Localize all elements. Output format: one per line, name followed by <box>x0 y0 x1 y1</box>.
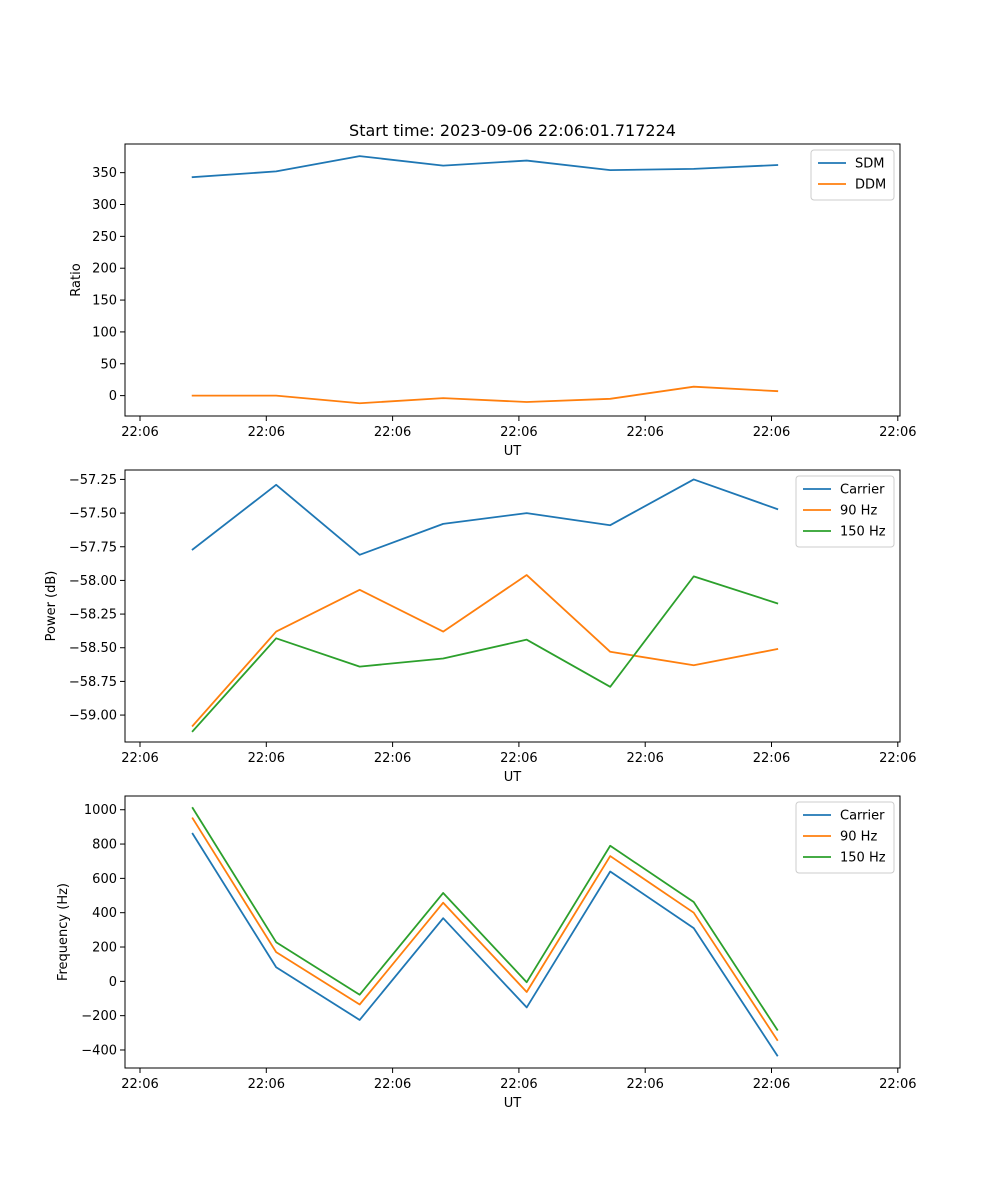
x-tick-label: 22:06 <box>248 751 285 766</box>
y-tick-label: 300 <box>92 198 117 213</box>
series-line-90-hz <box>191 574 779 728</box>
subplot-2: 22:0622:0622:0622:0622:0622:0622:0622:07… <box>44 469 917 785</box>
legend-entry-90-hz: 90 Hz <box>840 504 877 519</box>
y-axis-label: Ratio <box>69 263 84 296</box>
x-tick-label: 22:06 <box>121 1077 158 1092</box>
series-line-carrier <box>191 478 779 556</box>
y-tick-label: 150 <box>92 294 117 309</box>
x-tick-label: 22:06 <box>626 1077 663 1092</box>
y-tick-label: 350 <box>92 166 117 181</box>
series-line-150-hz <box>191 575 779 733</box>
legend-entry-150-hz: 150 Hz <box>840 851 886 866</box>
y-tick-label: 100 <box>92 325 117 340</box>
x-axis-label: UT <box>504 444 522 459</box>
subplot-1: 22:0622:0622:0622:0622:0622:0622:0622:07… <box>69 121 917 459</box>
legend-box <box>795 801 895 874</box>
y-tick-label: −59.00 <box>69 709 117 724</box>
y-tick-label: −400 <box>81 1043 117 1058</box>
y-tick-label: −57.25 <box>69 473 117 488</box>
legend: Carrier 90 Hz 150 Hz <box>795 801 895 874</box>
y-tick-label: 600 <box>92 872 117 887</box>
legend-entry-sdm: SDM <box>855 157 884 172</box>
x-tick-label: 22:06 <box>500 1077 537 1092</box>
y-tick-label: 200 <box>92 262 117 277</box>
x-axis-label: UT <box>504 770 522 785</box>
x-tick-label: 22:06 <box>879 751 916 766</box>
y-tick-label: −57.50 <box>69 507 117 522</box>
y-tick-label: 0 <box>109 975 117 990</box>
chart-title: Start time: 2023-09-06 22:06:01.717224 <box>349 121 676 140</box>
x-tick-label: 22:06 <box>374 425 411 440</box>
y-tick-label: −57.75 <box>69 540 117 555</box>
y-tick-label: 0 <box>109 389 117 404</box>
y-tick-label: 200 <box>92 941 117 956</box>
legend-entry-carrier: Carrier <box>840 809 885 824</box>
x-tick-label: 22:06 <box>248 425 285 440</box>
plot-frame <box>124 143 901 417</box>
legend-entry-carrier: Carrier <box>840 483 885 498</box>
y-tick-label: −58.75 <box>69 675 117 690</box>
y-tick-label: 400 <box>92 906 117 921</box>
plot-frame <box>124 795 901 1069</box>
y-axis-label: Power (dB) <box>44 571 59 642</box>
y-axis-label: Frequency (Hz) <box>56 883 71 981</box>
series-line-carrier <box>191 832 779 1057</box>
legend-entry-150-hz: 150 Hz <box>840 525 886 540</box>
x-tick-label: 22:06 <box>374 1077 411 1092</box>
series-line-150-hz <box>191 806 779 1031</box>
x-tick-label: 22:06 <box>879 1077 916 1092</box>
x-tick-label: 22:06 <box>753 751 790 766</box>
legend: SDM DDM <box>810 149 895 201</box>
legend-entry-ddm: DDM <box>855 178 886 193</box>
x-tick-label: 22:06 <box>500 751 537 766</box>
y-tick-label: −200 <box>81 1009 117 1024</box>
x-tick-label: 22:06 <box>500 425 537 440</box>
series-line-sdm <box>191 155 779 179</box>
subplot-3: 22:0622:0622:0622:0622:0622:0622:0622:07… <box>56 795 917 1111</box>
x-tick-label: 22:06 <box>753 425 790 440</box>
y-tick-label: 250 <box>92 230 117 245</box>
x-tick-label: 22:06 <box>753 1077 790 1092</box>
series-line-ddm <box>191 385 779 405</box>
x-axis-label: UT <box>504 1096 522 1111</box>
x-tick-label: 22:06 <box>121 751 158 766</box>
series-line-90-hz <box>191 817 779 1042</box>
legend-entry-90-hz: 90 Hz <box>840 830 877 845</box>
x-tick-label: 22:06 <box>626 425 663 440</box>
y-tick-label: 50 <box>100 357 117 372</box>
x-tick-label: 22:06 <box>248 1077 285 1092</box>
x-tick-label: 22:06 <box>626 751 663 766</box>
x-tick-label: 22:06 <box>121 425 158 440</box>
plot-frame <box>124 469 901 743</box>
y-tick-label: −58.00 <box>69 574 117 589</box>
x-tick-label: 22:06 <box>374 751 411 766</box>
y-tick-label: −58.50 <box>69 641 117 656</box>
x-tick-label: 22:06 <box>879 425 916 440</box>
y-tick-label: 1000 <box>84 803 117 818</box>
y-tick-label: −58.25 <box>69 608 117 623</box>
y-tick-label: 800 <box>92 838 117 853</box>
legend-box <box>795 475 895 548</box>
legend: Carrier 90 Hz 150 Hz <box>795 475 895 548</box>
